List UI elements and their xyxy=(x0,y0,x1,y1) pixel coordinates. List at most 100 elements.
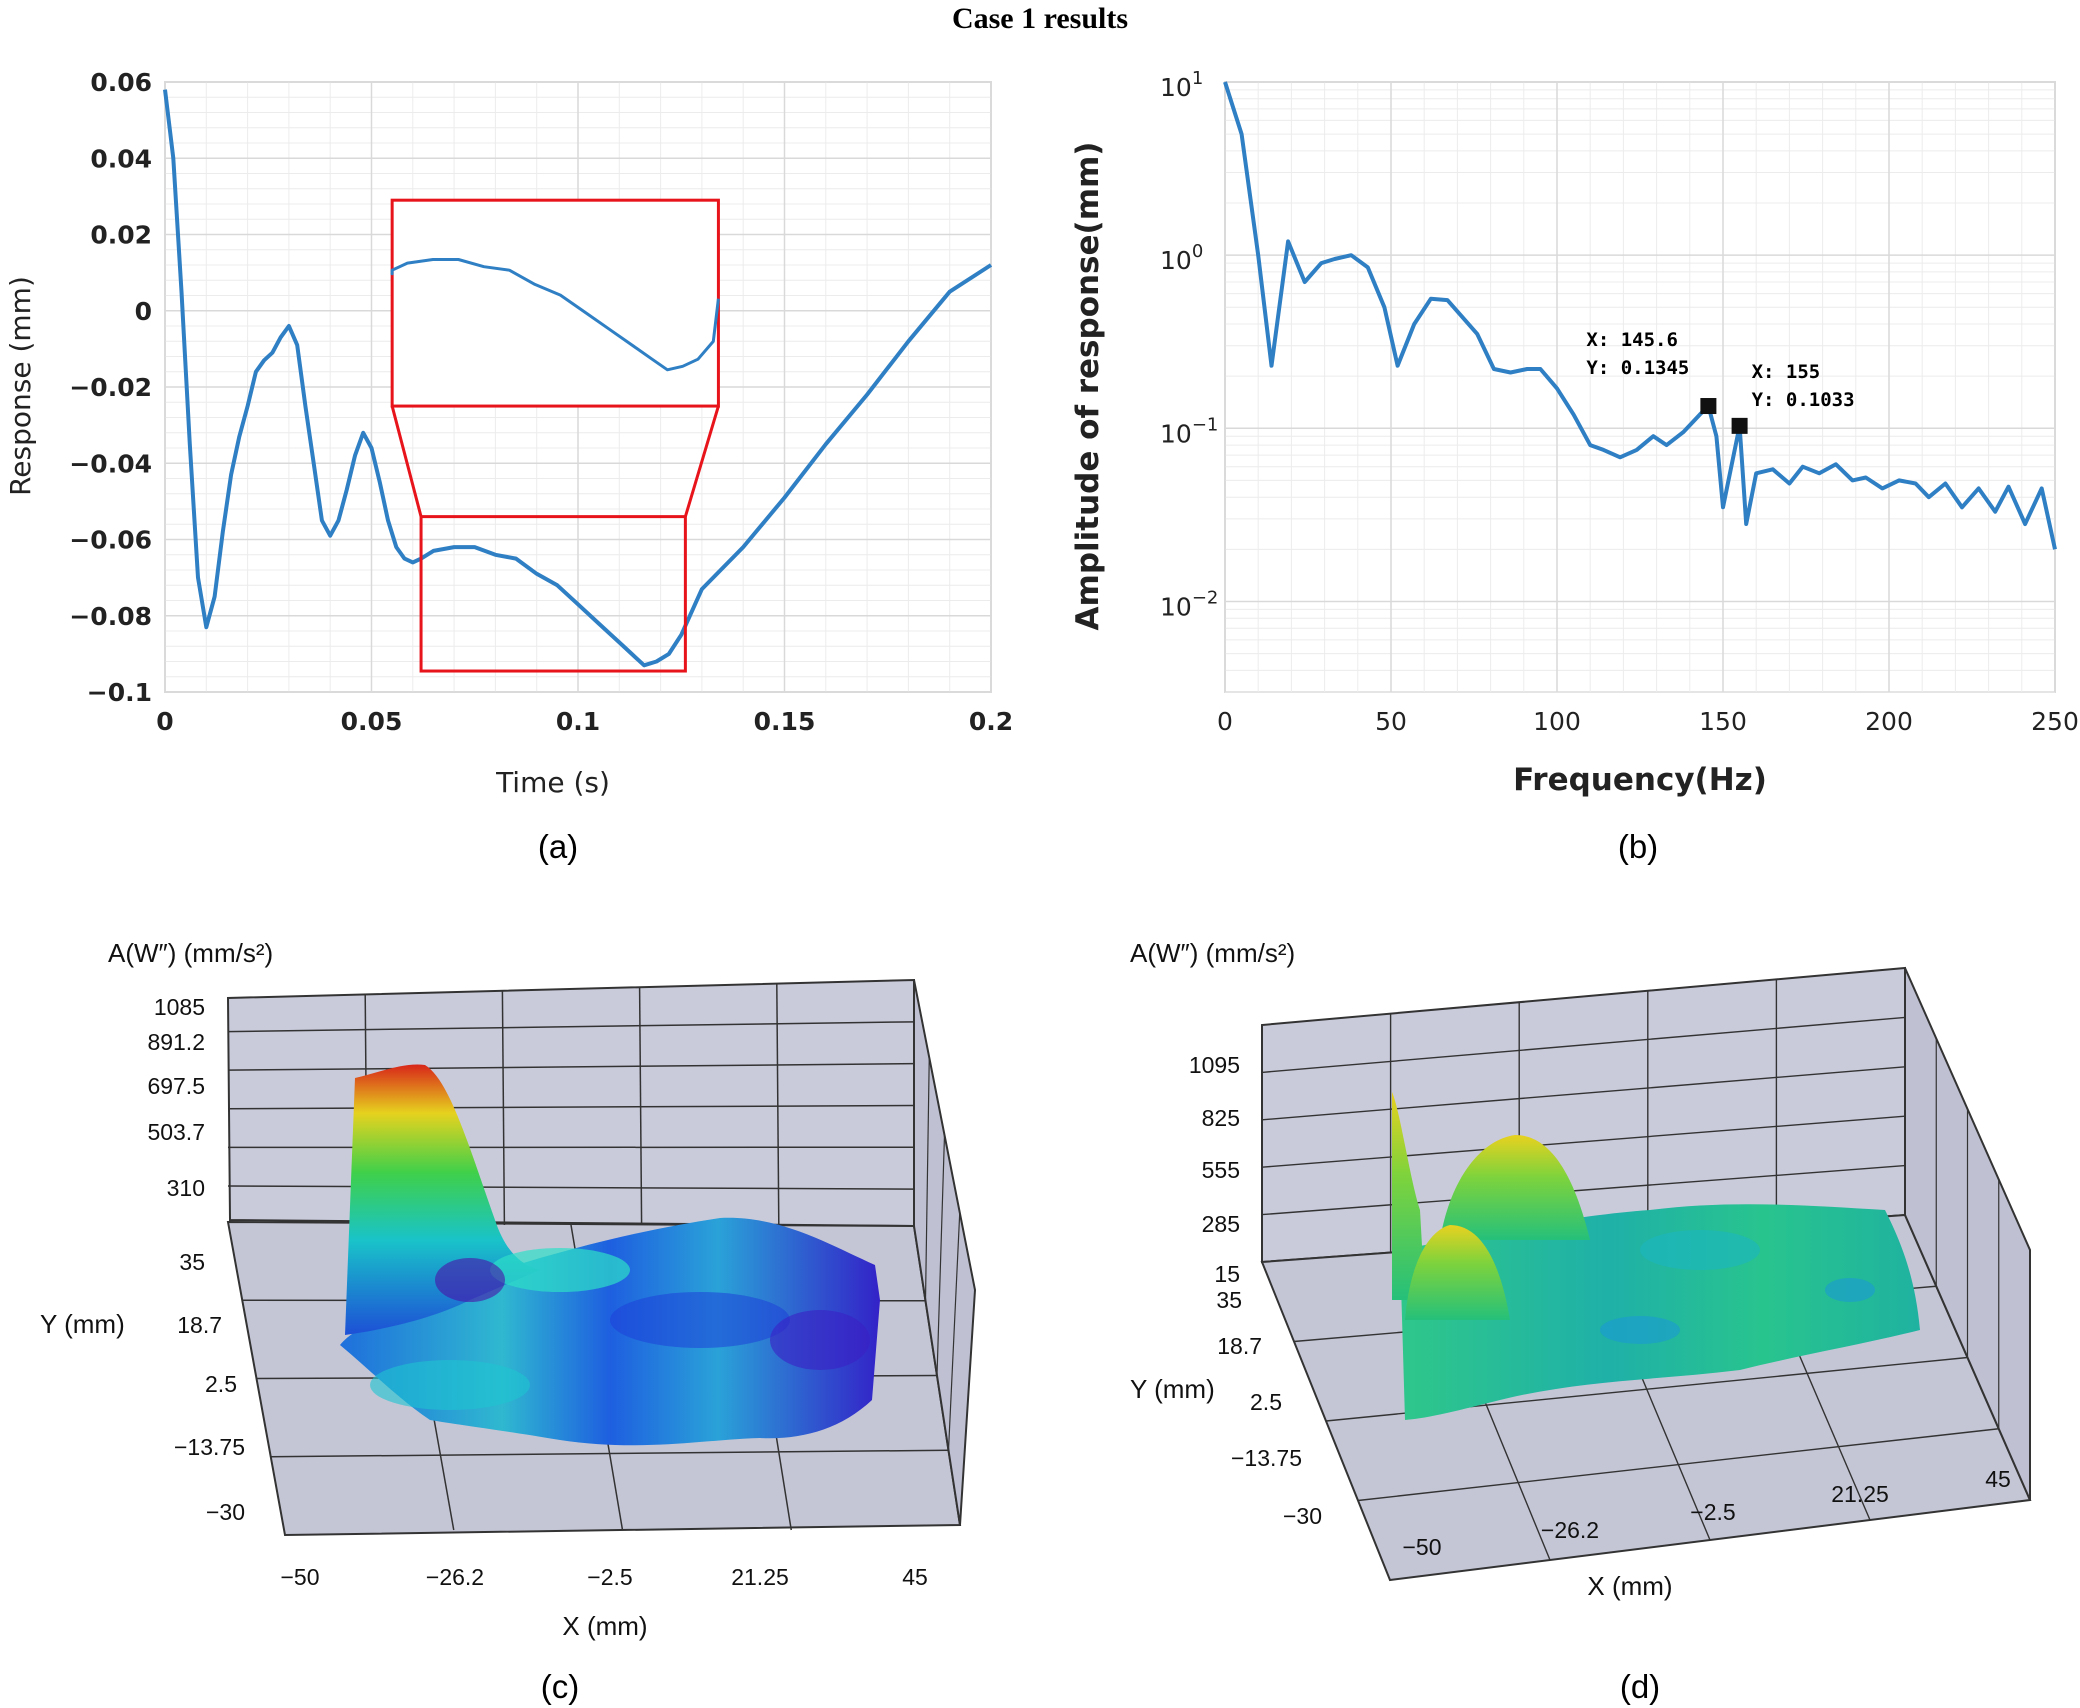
grid-line-c xyxy=(227,1185,915,1190)
chart-b: 101 100 10−1 10−2 0 50 100 150 200 250 Amplitude… xyxy=(1070,68,2079,798)
surface-blob-d3 xyxy=(1825,1278,1875,1302)
y-tick-label-a: 0 xyxy=(135,297,152,326)
datatip-x-label: X: 155 xyxy=(1752,361,1821,383)
y-tick-label-d: 18.7 xyxy=(1217,1333,1262,1359)
y-tick-label-a: 0.04 xyxy=(90,144,152,173)
x-tick-label-d: 21.25 xyxy=(1831,1481,1889,1507)
z-tick-label-d: 555 xyxy=(1202,1157,1240,1183)
z-tick-label-d: 15 xyxy=(1214,1261,1240,1287)
x-tick-label-b: 150 xyxy=(1699,707,1747,736)
grid-line-d xyxy=(1261,1066,1906,1121)
chart-c: 1085 891.2 697.5 503.7 310 35 18.7 2.5 −13.75 −30… xyxy=(40,938,977,1641)
datatip-y-label: Y: 0.1345 xyxy=(1586,357,1689,379)
y-axis-label-a: Response (mm) xyxy=(4,276,37,496)
y-tick-label-c: −30 xyxy=(206,1499,245,1525)
x-tick-label-d: 45 xyxy=(1985,1466,2011,1492)
z-tick-label-c: 503.7 xyxy=(147,1119,205,1145)
x-tick-label-b: 100 xyxy=(1533,707,1581,736)
grid-line-d xyxy=(1357,1428,1999,1502)
surface-blob-c1 xyxy=(490,1248,630,1292)
x-axis-label-d: X (mm) xyxy=(1587,1571,1672,1601)
x-tick-label-c: −2.5 xyxy=(587,1564,632,1590)
plot-area-b xyxy=(1224,81,2056,693)
x-tick-label-a: 0.15 xyxy=(754,707,816,736)
surface-peak-d2 xyxy=(1440,1135,1590,1240)
grid-line-c xyxy=(227,1062,915,1071)
datatip-marker[interactable] xyxy=(1700,398,1717,415)
y-tick-label-c: −13.75 xyxy=(174,1434,245,1460)
x-tick-label-b: 50 xyxy=(1375,707,1407,736)
y-tick-label-d: −13.75 xyxy=(1231,1445,1302,1471)
x-tick-label-a: 0.1 xyxy=(556,707,600,736)
y-axis-label-b: Amplitude of response(mm) xyxy=(1070,142,1106,631)
x-axis-label-a: Time (s) xyxy=(495,766,610,799)
z-tick-label-d: 825 xyxy=(1202,1105,1240,1131)
x-tick-label-a: 0.05 xyxy=(341,707,403,736)
surface-blob-c2 xyxy=(610,1292,790,1348)
inset-box xyxy=(390,198,720,408)
z-tick-label-c: 310 xyxy=(167,1175,205,1201)
y-tick-label-a: 0.06 xyxy=(90,68,152,97)
surface-peak-d3 xyxy=(1405,1225,1510,1320)
x-tick-label-c: −26.2 xyxy=(426,1564,484,1590)
y-tick-label-c: 35 xyxy=(179,1249,205,1275)
zoom-connector-right xyxy=(683,405,720,518)
panel-label-d: (d) xyxy=(1620,1668,1660,1705)
surface-blob-d1 xyxy=(1640,1230,1760,1270)
x-tick-label-b: 0 xyxy=(1217,707,1233,736)
grid-line-c xyxy=(947,1212,961,1451)
z-tick-label-c: 697.5 xyxy=(147,1073,205,1099)
z-tick-label-d: 285 xyxy=(1202,1211,1240,1237)
x-tick-label-d: −2.5 xyxy=(1690,1499,1735,1525)
y-tick-label-d: −30 xyxy=(1283,1503,1322,1529)
x-tick-label-c: 21.25 xyxy=(731,1564,789,1590)
chart-a: 0.06 0.04 0.02 0 −0.02 −0.04 −0.06 −0.08 −0.1 0 0… xyxy=(4,68,1013,799)
figure-title: Case 1 results xyxy=(951,2,1129,35)
z-tick-label-c: 1085 xyxy=(154,994,205,1020)
y-tick-label-a: −0.02 xyxy=(69,373,152,402)
zoom-box xyxy=(419,515,687,673)
series-line-a xyxy=(163,89,993,668)
y-tick-label-b: 100 xyxy=(1160,241,1203,275)
y-tick-label-b: 10−2 xyxy=(1160,587,1218,621)
y-tick-label-a: −0.08 xyxy=(69,602,152,631)
panel-label-a: (a) xyxy=(538,828,578,865)
y-tick-label-b: 10−1 xyxy=(1160,414,1218,448)
x-tick-label-a: 0 xyxy=(156,707,173,736)
y-tick-label-c: 18.7 xyxy=(177,1312,222,1338)
surface-peak-d1 xyxy=(1392,1092,1425,1300)
surface-blob-d2 xyxy=(1600,1316,1680,1344)
x-axis-label-b: Frequency(Hz) xyxy=(1513,762,1767,798)
grid-d xyxy=(1261,979,2000,1561)
grid-line-c xyxy=(270,1449,949,1458)
x-tick-label-d: −50 xyxy=(1402,1534,1441,1560)
x-tick-label-c: 45 xyxy=(902,1564,928,1590)
box-side-c xyxy=(913,979,977,1526)
y-axis-label-d: Y (mm) xyxy=(1130,1374,1215,1404)
datatip-marker[interactable] xyxy=(1731,417,1748,434)
surface-blob-c4 xyxy=(770,1310,870,1370)
x-tick-label-d: −26.2 xyxy=(1541,1517,1599,1543)
y-tick-label-c: 2.5 xyxy=(205,1371,237,1397)
y-axis-label-c: Y (mm) xyxy=(40,1309,125,1339)
x-tick-label-b: 250 xyxy=(2031,707,2079,736)
y-tick-label-a: 0.02 xyxy=(90,221,152,250)
panel-label-c: (c) xyxy=(541,1668,579,1705)
x-tick-label-b: 200 xyxy=(1865,707,1913,736)
datatip-y-label: Y: 0.1033 xyxy=(1752,389,1855,411)
y-tick-label-d: 2.5 xyxy=(1250,1389,1282,1415)
surface-d xyxy=(1400,1204,1920,1420)
panel-label-b: (b) xyxy=(1618,828,1658,865)
y-tick-label-a: −0.1 xyxy=(87,678,152,707)
surface-blob-c5 xyxy=(435,1258,505,1302)
grid-line-c xyxy=(227,1104,915,1110)
grid-line-d xyxy=(1261,1016,1906,1074)
x-axis-label-c: X (mm) xyxy=(562,1611,647,1641)
y-tick-label-d: 35 xyxy=(1216,1287,1242,1313)
datatip-x-label: X: 145.6 xyxy=(1586,329,1678,351)
grid-line-d xyxy=(1261,1115,1906,1168)
y-tick-label-a: −0.06 xyxy=(69,526,152,555)
z-axis-label-d: A(W″) (mm/s²) xyxy=(1130,938,1295,968)
y-tick-label-b: 101 xyxy=(1160,68,1203,102)
